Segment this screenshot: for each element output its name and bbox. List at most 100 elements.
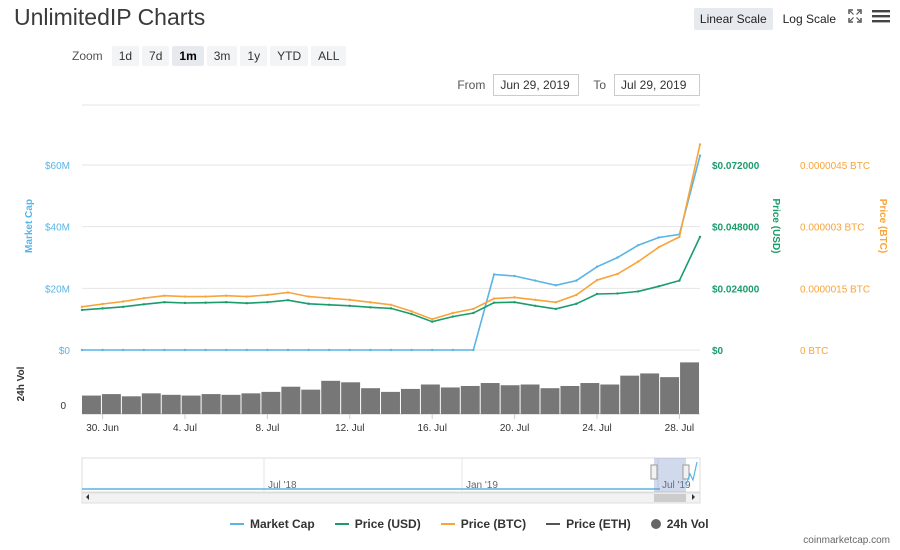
price-eth-swatch bbox=[546, 523, 561, 525]
from-date-input[interactable] bbox=[493, 74, 580, 96]
volume-bar bbox=[620, 375, 640, 414]
btc-point bbox=[348, 298, 351, 302]
btc-point bbox=[225, 294, 228, 297]
market_cap-point bbox=[431, 348, 434, 352]
zoom-3m-button[interactable]: 3m bbox=[206, 46, 238, 66]
market_cap-point bbox=[575, 279, 578, 282]
legend-label: Price (ETH) bbox=[566, 517, 631, 531]
btc-point bbox=[410, 310, 413, 313]
usd-point bbox=[451, 315, 454, 318]
log-scale-button[interactable]: Log Scale bbox=[782, 12, 836, 26]
market_cap-point bbox=[80, 348, 84, 352]
market_cap-point bbox=[513, 274, 516, 278]
navigator: Jul '18 Jan '19 Jul '19 bbox=[81, 457, 701, 504]
to-label: To bbox=[593, 78, 606, 92]
market_cap-point bbox=[637, 243, 640, 247]
usd-tick-label: $0 bbox=[712, 346, 724, 357]
volume-bar bbox=[121, 396, 141, 414]
btc-point bbox=[595, 278, 599, 282]
to-date-input[interactable] bbox=[614, 74, 700, 96]
page-title: UnlimitedIP Charts bbox=[14, 4, 206, 30]
market_cap-point bbox=[369, 348, 372, 352]
usd-tick-label: $0.048000 bbox=[712, 223, 760, 234]
legend-item-24h-vol[interactable]: 24h Vol bbox=[650, 517, 709, 531]
zoom-1y-button[interactable]: 1y bbox=[240, 46, 268, 66]
btc-tick-label: 0.000003 BTC bbox=[800, 223, 865, 234]
market_cap-point bbox=[472, 348, 475, 352]
zoom-all-button[interactable]: ALL bbox=[311, 46, 347, 66]
legend-item-price-btc[interactable]: Price (BTC) bbox=[440, 517, 526, 531]
btc-point bbox=[616, 272, 619, 276]
btc-point bbox=[204, 295, 207, 298]
usd-point bbox=[328, 303, 331, 306]
market_cap-point bbox=[142, 348, 145, 352]
market_cap-point bbox=[163, 348, 166, 352]
usd-axis-title: Price (USD) bbox=[770, 198, 781, 253]
x-tick-label: 8. Jul bbox=[255, 423, 279, 434]
btc-point bbox=[431, 317, 434, 321]
market_cap-point bbox=[122, 348, 125, 352]
usd-point bbox=[101, 307, 104, 310]
btc-point bbox=[80, 305, 84, 309]
usd-point bbox=[637, 290, 640, 293]
btc-point bbox=[698, 143, 702, 146]
chart-toolbar bbox=[848, 9, 890, 28]
usd-point bbox=[657, 285, 660, 288]
grid-lines bbox=[82, 104, 700, 419]
btc-point bbox=[183, 295, 187, 298]
market_cap-point bbox=[389, 348, 393, 352]
axis-labels: $0 $0 0 BTC $20M $0.024000 0.0000015 BTC $40M $… bbox=[16, 161, 888, 434]
volume-bar bbox=[82, 395, 101, 414]
market-cap-tick-label: $60M bbox=[45, 161, 70, 172]
usd-point bbox=[492, 301, 496, 304]
zoom-ytd-button[interactable]: YTD bbox=[270, 46, 309, 66]
navigator-label: Jul '18 bbox=[268, 480, 297, 491]
x-tick-label: 16. Jul bbox=[417, 423, 446, 434]
usd-point bbox=[431, 320, 434, 323]
legend-item-price-usd[interactable]: Price (USD) bbox=[334, 517, 421, 531]
market_cap-point bbox=[678, 233, 681, 236]
btc-point bbox=[513, 296, 516, 299]
volume-bar bbox=[261, 391, 281, 414]
legend-item-price-eth[interactable]: Price (ETH) bbox=[546, 517, 631, 531]
volume-bar bbox=[161, 394, 181, 414]
market_cap-point bbox=[698, 154, 702, 157]
navigator-right-handle bbox=[682, 464, 690, 480]
volume-bar bbox=[400, 388, 420, 414]
legend-label: Price (USD) bbox=[354, 517, 421, 531]
legend-label: 24h Vol bbox=[666, 517, 709, 531]
volume-bar bbox=[680, 362, 699, 414]
zoom-1m-button[interactable]: 1m bbox=[172, 46, 204, 66]
legend-item-market-cap[interactable]: Market Cap bbox=[230, 517, 315, 531]
fullscreen-icon[interactable] bbox=[848, 9, 862, 28]
usd-point bbox=[678, 279, 681, 282]
btc-point bbox=[678, 235, 681, 239]
legend-label: Market Cap bbox=[250, 517, 315, 531]
btc-point bbox=[472, 307, 475, 311]
btc-point bbox=[451, 311, 454, 315]
market_cap-point bbox=[183, 348, 187, 352]
menu-icon[interactable] bbox=[872, 9, 890, 28]
usd-point bbox=[183, 301, 187, 305]
usd-point bbox=[163, 301, 166, 304]
market_cap-point bbox=[595, 265, 599, 268]
market_cap-point bbox=[616, 256, 619, 259]
usd-point bbox=[245, 302, 248, 305]
zoom-1d-button[interactable]: 1d bbox=[111, 46, 140, 66]
volume-bar bbox=[221, 394, 241, 414]
x-tick-label: 28. Jul bbox=[665, 423, 694, 434]
scale-toggle: Linear Scale Log Scale bbox=[693, 8, 842, 30]
btc-point bbox=[369, 301, 372, 304]
zoom-7d-button[interactable]: 7d bbox=[142, 46, 170, 66]
btc-point bbox=[142, 297, 145, 300]
scrollbar-track bbox=[81, 492, 701, 504]
linear-scale-button[interactable]: Linear Scale bbox=[693, 8, 773, 30]
btc-tick-label: 0 BTC bbox=[800, 346, 828, 357]
series-lines bbox=[80, 143, 702, 352]
usd-point bbox=[698, 235, 702, 239]
usd-point bbox=[595, 292, 599, 296]
usd-point bbox=[534, 304, 537, 308]
usd-point bbox=[616, 292, 619, 295]
usd-point bbox=[142, 303, 145, 306]
volume-bar bbox=[101, 394, 121, 414]
